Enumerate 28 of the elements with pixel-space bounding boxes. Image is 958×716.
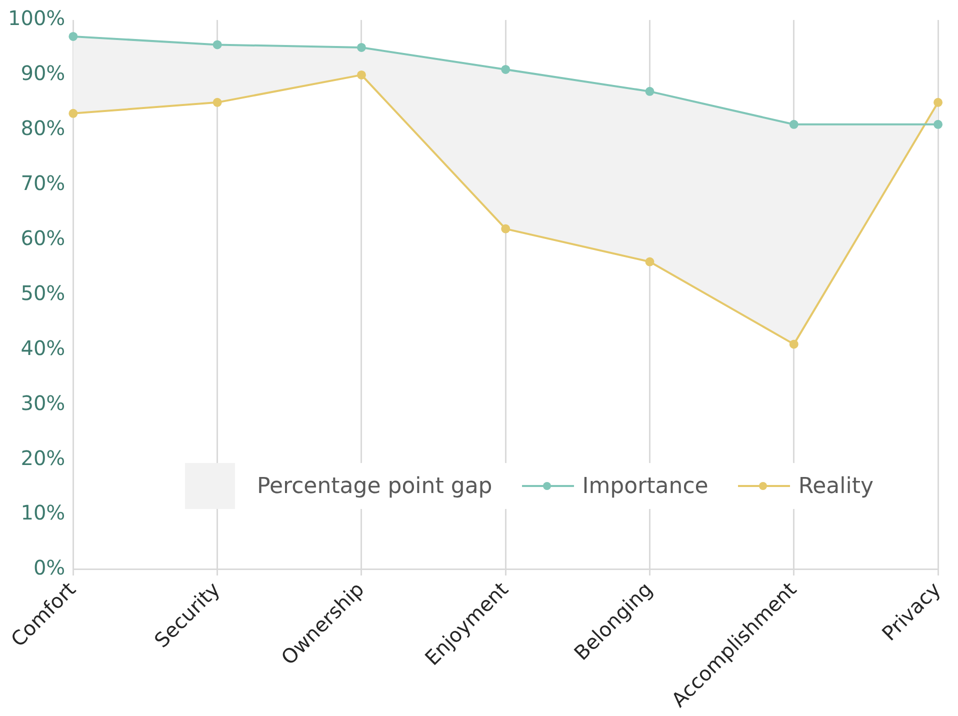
y-tick-label: 30% [20,390,66,415]
point [934,120,943,129]
point [789,120,798,129]
y-tick-label: 20% [20,446,66,470]
y-tick-label: 10% [20,500,66,525]
y-tick-label: 0% [33,556,66,580]
point [68,32,78,41]
y-tick-label: 100% [8,6,66,30]
y-tick-label: 80% [20,116,66,140]
point [212,40,222,50]
legend-label: Importance [582,474,708,498]
point [501,64,510,74]
y-tick-label: 60% [20,226,66,250]
point [645,257,654,266]
point [645,86,654,96]
point [789,340,798,349]
point [501,224,510,234]
point [356,70,366,80]
point [934,98,943,107]
point [212,98,222,107]
legend-label: Reality [798,474,874,498]
annotation: Percentage point gap [257,474,492,498]
y-tick-label: 70% [20,171,66,196]
point [68,108,78,118]
y-tick-label: 50% [20,280,66,305]
point [356,42,366,52]
y-tick-label: 90% [20,61,66,86]
y-tick-label: 40% [20,336,66,360]
